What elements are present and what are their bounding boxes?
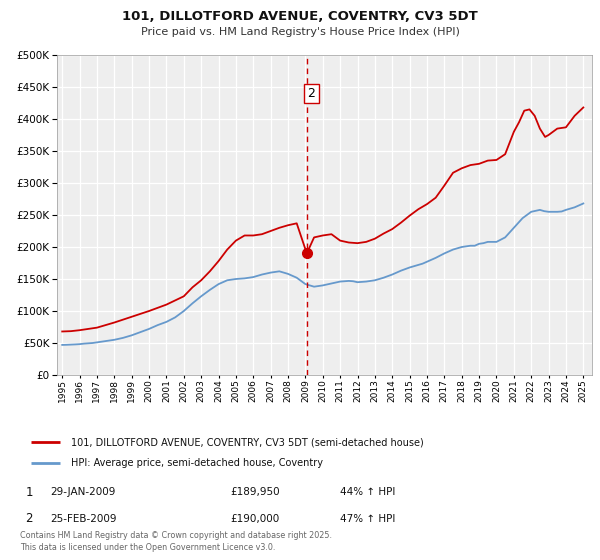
Text: £189,950: £189,950 bbox=[230, 487, 280, 497]
Text: Price paid vs. HM Land Registry's House Price Index (HPI): Price paid vs. HM Land Registry's House … bbox=[140, 27, 460, 37]
Text: £190,000: £190,000 bbox=[230, 514, 279, 524]
Text: 25-FEB-2009: 25-FEB-2009 bbox=[50, 514, 116, 524]
Text: 1: 1 bbox=[25, 486, 33, 498]
Text: 44% ↑ HPI: 44% ↑ HPI bbox=[340, 487, 395, 497]
Text: 47% ↑ HPI: 47% ↑ HPI bbox=[340, 514, 395, 524]
Text: HPI: Average price, semi-detached house, Coventry: HPI: Average price, semi-detached house,… bbox=[71, 458, 323, 468]
Text: 101, DILLOTFORD AVENUE, COVENTRY, CV3 5DT (semi-detached house): 101, DILLOTFORD AVENUE, COVENTRY, CV3 5D… bbox=[71, 437, 424, 447]
Text: 2: 2 bbox=[25, 512, 33, 525]
Text: 2: 2 bbox=[308, 87, 316, 100]
Text: Contains HM Land Registry data © Crown copyright and database right 2025.
This d: Contains HM Land Registry data © Crown c… bbox=[20, 531, 332, 552]
Text: 101, DILLOTFORD AVENUE, COVENTRY, CV3 5DT: 101, DILLOTFORD AVENUE, COVENTRY, CV3 5D… bbox=[122, 10, 478, 23]
Text: 29-JAN-2009: 29-JAN-2009 bbox=[50, 487, 115, 497]
